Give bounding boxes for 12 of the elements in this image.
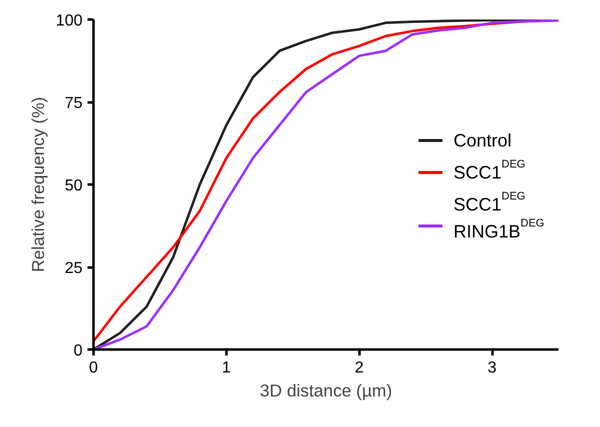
x-tick-label: 0 <box>89 360 98 376</box>
x-axis-title: 3D distance (µm) <box>260 380 392 400</box>
y-tick-label: 100 <box>56 12 83 30</box>
x-tick-label: 2 <box>354 360 364 376</box>
y-tick-label: 25 <box>64 260 83 277</box>
y-tick-label: 0 <box>74 342 83 360</box>
y-axis-title: Relative frequency (%) <box>28 96 48 272</box>
x-tick-label: 3 <box>488 360 497 376</box>
y-tick-label: 50 <box>64 178 83 194</box>
legend-label: Control <box>454 130 512 150</box>
y-tick-label: 75 <box>64 95 83 112</box>
x-tick-label: 1 <box>222 360 231 376</box>
